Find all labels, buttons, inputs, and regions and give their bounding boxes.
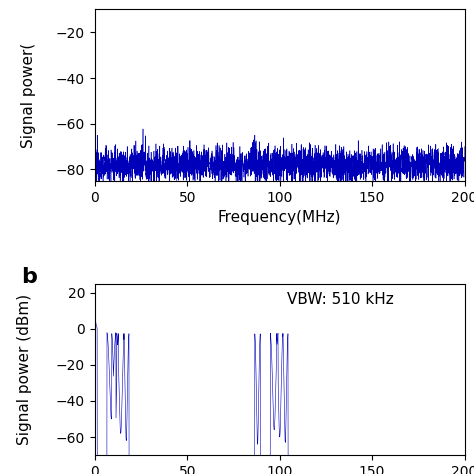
Y-axis label: Signal power (dBm): Signal power (dBm) — [17, 294, 32, 445]
Y-axis label: Signal power(: Signal power( — [21, 43, 36, 148]
Text: b: b — [21, 266, 36, 287]
Text: VBW: 510 kHz: VBW: 510 kHz — [287, 292, 394, 307]
X-axis label: Frequency(MHz): Frequency(MHz) — [218, 210, 341, 225]
